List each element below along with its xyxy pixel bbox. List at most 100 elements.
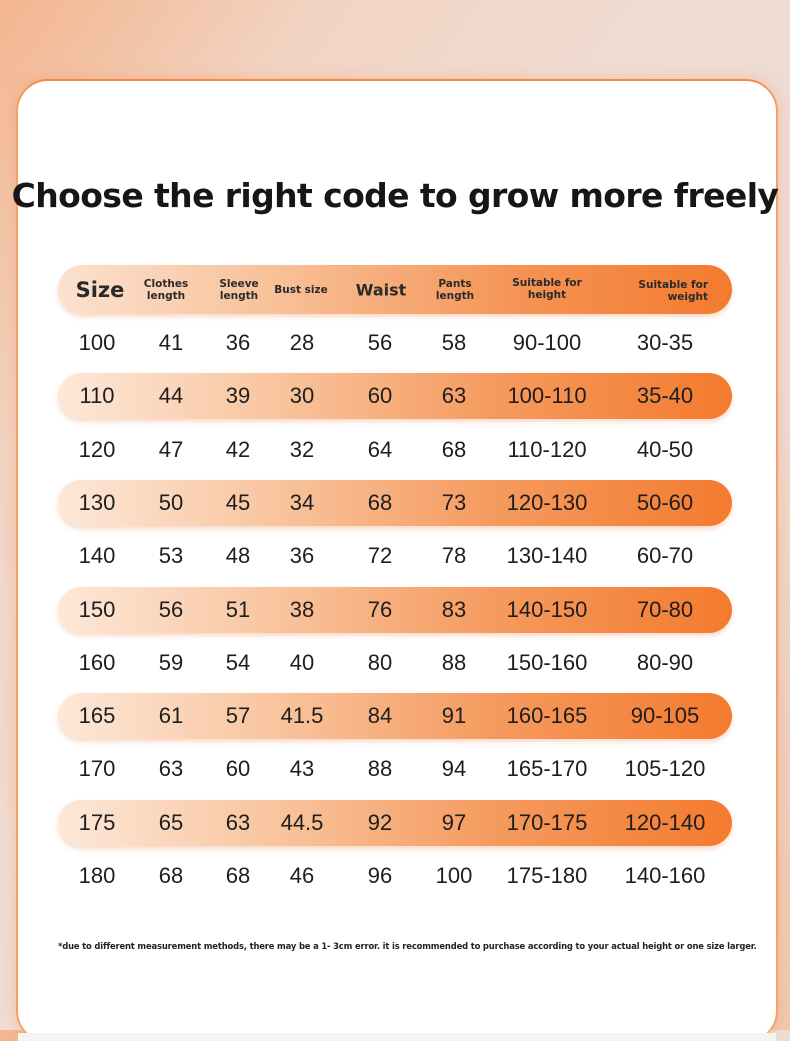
cell-waist: 68	[367, 490, 393, 515]
cell-size: 100	[78, 330, 116, 355]
cell-suitable-weight: 50-60	[636, 490, 694, 515]
cell-size: 140	[78, 543, 116, 568]
cell-sleeve-length: 51	[225, 597, 251, 622]
cell-waist: 80	[367, 650, 393, 675]
cell-clothes-length: 53	[158, 543, 184, 568]
table-row-stripe	[58, 587, 732, 633]
cell-size: 150	[78, 597, 116, 622]
cell-sleeve-length: 42	[225, 437, 251, 462]
cell-pants-length: 78	[441, 543, 467, 568]
size-chart-card	[18, 81, 776, 1041]
cell-clothes-length: 63	[158, 756, 184, 781]
card-bottom-edge	[18, 1033, 776, 1041]
cell-clothes-length: 61	[158, 703, 184, 728]
cell-suitable-weight: 35-40	[636, 383, 694, 408]
cell-suitable-height: 110-120	[507, 437, 587, 462]
header-clothes-length: Clothes length	[143, 278, 189, 302]
header-suitable-height: Suitable for height	[512, 277, 582, 301]
cell-suitable-weight: 70-80	[636, 597, 694, 622]
footnote: *due to different measurement methods, t…	[58, 941, 757, 951]
cell-suitable-weight: 120-140	[624, 810, 706, 835]
cell-size: 120	[78, 437, 116, 462]
cell-suitable-weight: 60-70	[636, 543, 694, 568]
cell-bust-size: 41.5	[280, 703, 324, 728]
cell-suitable-height: 120-130	[506, 490, 588, 515]
table-row-stripe	[58, 480, 732, 526]
cell-size: 130	[78, 490, 116, 515]
cell-bust-size: 43	[289, 756, 315, 781]
cell-pants-length: 68	[441, 437, 467, 462]
cell-pants-length: 88	[441, 650, 467, 675]
header-pants-length: Pants length	[435, 278, 475, 302]
cell-sleeve-length: 60	[225, 756, 251, 781]
cell-size: 175	[78, 810, 116, 835]
cell-pants-length: 91	[441, 703, 467, 728]
cell-clothes-length: 65	[158, 810, 184, 835]
cell-bust-size: 28	[289, 330, 315, 355]
cell-waist: 56	[367, 330, 393, 355]
cell-waist: 96	[367, 863, 393, 888]
cell-sleeve-length: 68	[225, 863, 251, 888]
header-waist: Waist	[355, 280, 407, 300]
cell-size: 165	[78, 703, 116, 728]
header-bust-size: Bust size	[274, 284, 328, 296]
cell-clothes-length: 68	[158, 863, 184, 888]
cell-waist: 88	[367, 756, 393, 781]
cell-waist: 84	[367, 703, 393, 728]
cell-clothes-length: 41	[158, 330, 184, 355]
cell-suitable-height: 160-165	[506, 703, 588, 728]
cell-suitable-height: 100-110	[507, 383, 587, 408]
cell-sleeve-length: 45	[225, 490, 251, 515]
cell-size: 160	[78, 650, 116, 675]
cell-clothes-length: 47	[158, 437, 184, 462]
cell-suitable-weight: 40-50	[636, 437, 694, 462]
cell-waist: 64	[367, 437, 393, 462]
cell-suitable-height: 140-150	[506, 597, 588, 622]
cell-sleeve-length: 36	[225, 330, 251, 355]
cell-suitable-height: 170-175	[506, 810, 588, 835]
cell-bust-size: 44.5	[280, 810, 324, 835]
cell-pants-length: 58	[441, 330, 467, 355]
cell-waist: 92	[367, 810, 393, 835]
cell-sleeve-length: 48	[225, 543, 251, 568]
cell-clothes-length: 50	[158, 490, 184, 515]
cell-clothes-length: 56	[158, 597, 184, 622]
cell-bust-size: 32	[289, 437, 315, 462]
cell-suitable-height: 150-160	[506, 650, 588, 675]
cell-suitable-height: 90-100	[512, 330, 582, 355]
cell-suitable-weight: 140-160	[624, 863, 706, 888]
cell-suitable-height: 175-180	[506, 863, 588, 888]
cell-suitable-weight: 30-35	[636, 330, 694, 355]
cell-pants-length: 94	[441, 756, 467, 781]
cell-sleeve-length: 57	[225, 703, 251, 728]
page-title: Choose the right code to grow more freel…	[11, 176, 779, 215]
cell-bust-size: 46	[289, 863, 315, 888]
cell-pants-length: 97	[441, 810, 467, 835]
cell-waist: 72	[367, 543, 393, 568]
cell-waist: 60	[367, 383, 393, 408]
cell-sleeve-length: 63	[225, 810, 251, 835]
cell-waist: 76	[367, 597, 393, 622]
cell-bust-size: 30	[289, 383, 315, 408]
cell-clothes-length: 44	[158, 383, 184, 408]
cell-bust-size: 38	[289, 597, 315, 622]
header-suitable-weight: Suitable for weight	[638, 279, 708, 303]
cell-sleeve-length: 54	[225, 650, 251, 675]
table-header-bar	[58, 265, 732, 314]
cell-size: 180	[78, 863, 116, 888]
table-row-stripe	[58, 800, 732, 846]
cell-size: 170	[78, 756, 116, 781]
cell-pants-length: 83	[441, 597, 467, 622]
cell-suitable-weight: 90-105	[630, 703, 700, 728]
cell-pants-length: 73	[441, 490, 467, 515]
cell-clothes-length: 59	[158, 650, 184, 675]
header-size: Size	[75, 278, 125, 302]
header-sleeve-length: Sleeve length	[219, 278, 259, 302]
table-row-stripe	[58, 373, 732, 419]
cell-suitable-height: 165-170	[506, 756, 588, 781]
cell-suitable-weight: 105-120	[624, 756, 706, 781]
cell-bust-size: 40	[289, 650, 315, 675]
cell-sleeve-length: 39	[225, 383, 251, 408]
table-row-stripe	[58, 693, 732, 739]
cell-bust-size: 36	[289, 543, 315, 568]
